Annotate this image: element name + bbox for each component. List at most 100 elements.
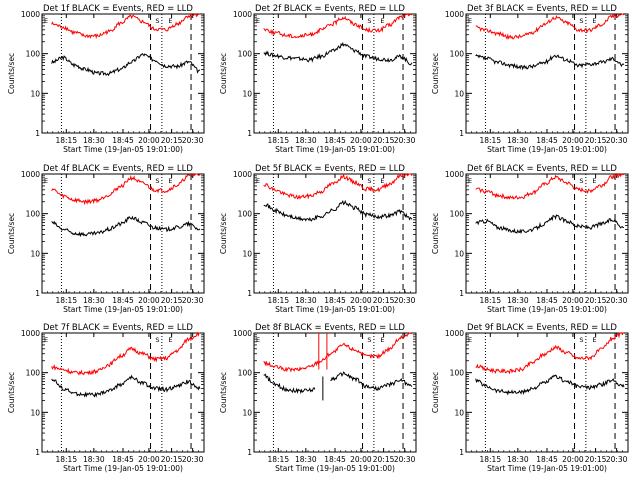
y-tick-label: 1 bbox=[35, 448, 40, 457]
x-tick-label: 20:00 bbox=[350, 296, 372, 305]
events-series-line bbox=[51, 52, 201, 77]
marker-letter-s: S bbox=[155, 336, 159, 344]
marker-letter-e-left: E bbox=[44, 177, 48, 185]
x-tick-label: 20:30 bbox=[182, 296, 204, 305]
x-tick-label: 20:15 bbox=[373, 455, 395, 464]
x-tick-label: 18:15 bbox=[479, 136, 501, 145]
panel-title: Det 3f BLACK = Events, RED = LLD bbox=[467, 4, 617, 14]
panel-title: Det 4f BLACK = Events, RED = LLD bbox=[43, 164, 193, 174]
y-axis-label: Counts/sec bbox=[219, 53, 228, 94]
x-tick-label: 20:30 bbox=[606, 136, 628, 145]
x-axis-label: Start Time (19-Jan-05 19:01:00) bbox=[487, 464, 607, 473]
events-series-line bbox=[51, 215, 201, 238]
y-tick-label: 10 bbox=[454, 408, 464, 417]
marker-letter-e-left: E bbox=[468, 336, 472, 344]
marker-letter-e-left: E bbox=[44, 336, 48, 344]
x-tick-label: 20:15 bbox=[585, 136, 607, 145]
marker-letter-s: S bbox=[579, 17, 583, 25]
x-tick-label: 20:15 bbox=[585, 455, 607, 464]
x-axis-label: Start Time (19-Jan-05 19:01:00) bbox=[275, 464, 395, 473]
panel-title: Det 5f BLACK = Events, RED = LLD bbox=[255, 164, 405, 174]
x-tick-label: 20:00 bbox=[562, 296, 584, 305]
x-tick-label: 20:30 bbox=[606, 455, 628, 464]
y-tick-label: 100 bbox=[238, 210, 253, 219]
y-tick-label: 1 bbox=[35, 289, 40, 298]
x-tick-label: 20:15 bbox=[161, 136, 183, 145]
lld-series-line bbox=[263, 13, 413, 39]
y-tick-label: 100 bbox=[238, 369, 253, 378]
x-tick-label: 18:30 bbox=[507, 455, 529, 464]
y-tick-label: 10 bbox=[30, 89, 40, 98]
y-tick-label: 1000 bbox=[233, 10, 252, 19]
panel-title: Det 1f BLACK = Events, RED = LLD bbox=[43, 4, 193, 14]
lld-series-line bbox=[263, 332, 413, 373]
marker-letter-e: E bbox=[380, 17, 384, 25]
x-tick-label: 18:15 bbox=[55, 455, 77, 464]
y-axis-label: Counts/sec bbox=[431, 213, 440, 254]
y-tick-label: 1 bbox=[247, 448, 252, 457]
events-series-line bbox=[263, 199, 413, 222]
x-tick-label: 18:15 bbox=[267, 296, 289, 305]
x-tick-label: 20:00 bbox=[350, 455, 372, 464]
x-tick-label: 18:15 bbox=[267, 455, 289, 464]
marker-letter-e: E bbox=[380, 177, 384, 185]
events-series-line bbox=[263, 41, 413, 66]
x-tick-label: 18:30 bbox=[295, 136, 317, 145]
y-tick-label: 10 bbox=[30, 249, 40, 258]
y-tick-label: 1 bbox=[247, 289, 252, 298]
marker-letter-e-left: E bbox=[256, 17, 260, 25]
x-axis-label: Start Time (19-Jan-05 19:01:00) bbox=[63, 145, 183, 154]
x-tick-label: 20:30 bbox=[606, 296, 628, 305]
plot-frame bbox=[41, 332, 205, 453]
x-tick-label: 18:45 bbox=[112, 455, 134, 464]
events-series-line bbox=[51, 374, 201, 398]
y-tick-label: 1 bbox=[35, 129, 40, 138]
x-tick-label: 18:15 bbox=[479, 455, 501, 464]
y-tick-label: 1000 bbox=[21, 170, 40, 179]
y-tick-label: 1000 bbox=[233, 329, 252, 338]
y-axis-label: Counts/sec bbox=[219, 372, 228, 413]
marker-letter-s: S bbox=[155, 177, 159, 185]
y-axis-label: Counts/sec bbox=[431, 372, 440, 413]
x-tick-label: 20:30 bbox=[394, 296, 416, 305]
y-tick-label: 1 bbox=[247, 129, 252, 138]
x-tick-label: 20:30 bbox=[182, 136, 204, 145]
x-axis-label: Start Time (19-Jan-05 19:01:00) bbox=[487, 305, 607, 314]
y-tick-label: 1 bbox=[459, 448, 464, 457]
x-axis-label: Start Time (19-Jan-05 19:01:00) bbox=[275, 305, 395, 314]
y-axis-label: Counts/sec bbox=[7, 213, 16, 254]
x-tick-label: 18:30 bbox=[507, 136, 529, 145]
marker-letter-s: S bbox=[579, 177, 583, 185]
y-tick-label: 1 bbox=[459, 129, 464, 138]
panel-title: Det 9f BLACK = Events, RED = LLD bbox=[467, 323, 617, 333]
events-series-line bbox=[475, 374, 625, 396]
lld-series-line bbox=[263, 173, 413, 200]
y-tick-label: 1000 bbox=[445, 170, 464, 179]
x-tick-label: 18:15 bbox=[479, 296, 501, 305]
marker-letter-e: E bbox=[168, 177, 172, 185]
plot-frame bbox=[253, 173, 417, 294]
marker-letter-s: S bbox=[367, 336, 371, 344]
x-tick-label: 20:30 bbox=[394, 136, 416, 145]
marker-letter-e: E bbox=[592, 177, 596, 185]
x-tick-label: 18:45 bbox=[536, 136, 558, 145]
panel-title: Det 7f BLACK = Events, RED = LLD bbox=[43, 323, 193, 333]
plot-frame bbox=[465, 332, 629, 453]
x-axis-label: Start Time (19-Jan-05 19:01:00) bbox=[275, 145, 395, 154]
marker-letter-e-left: E bbox=[468, 177, 472, 185]
x-tick-label: 18:45 bbox=[536, 296, 558, 305]
marker-letter-e-left: E bbox=[256, 177, 260, 185]
x-tick-label: 18:15 bbox=[55, 136, 77, 145]
x-tick-label: 20:00 bbox=[138, 136, 160, 145]
marker-letter-s: S bbox=[367, 17, 371, 25]
x-tick-label: 18:45 bbox=[112, 136, 134, 145]
x-tick-label: 18:30 bbox=[507, 296, 529, 305]
y-tick-label: 1000 bbox=[445, 10, 464, 19]
x-tick-label: 18:45 bbox=[324, 455, 346, 464]
x-tick-label: 20:15 bbox=[161, 296, 183, 305]
x-tick-label: 20:15 bbox=[161, 455, 183, 464]
